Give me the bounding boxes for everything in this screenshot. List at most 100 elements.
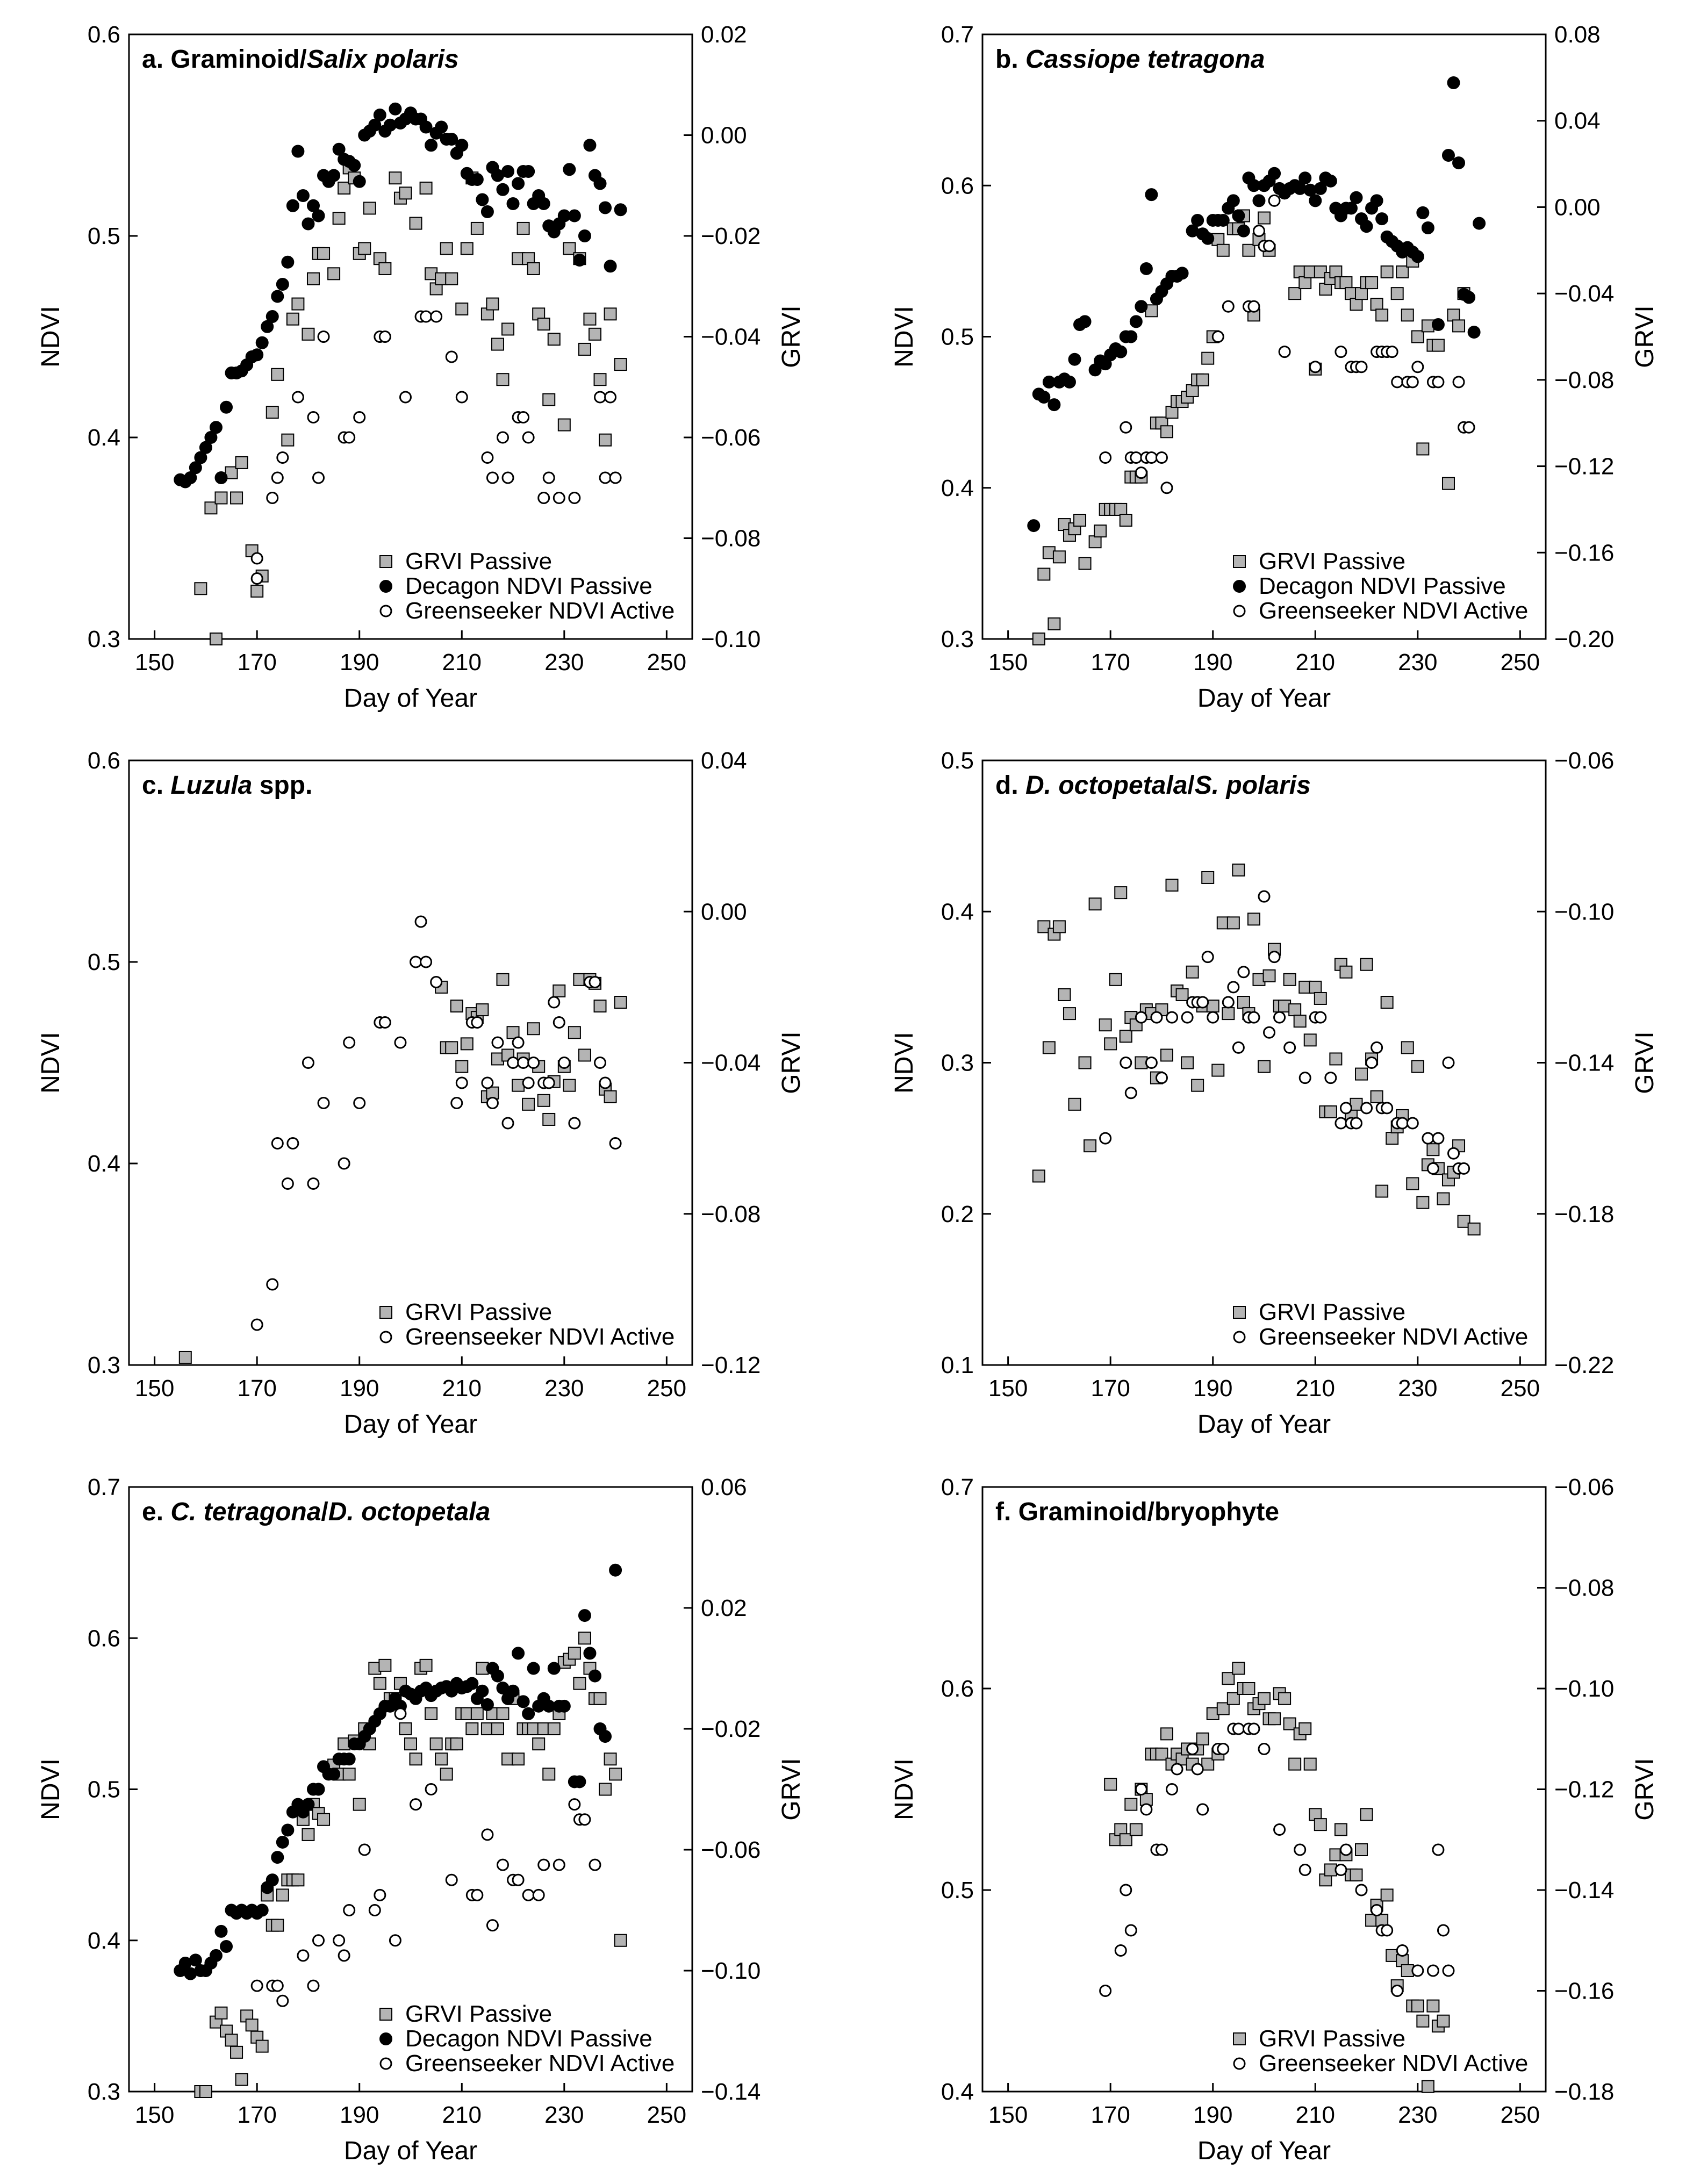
series-open: [250, 310, 622, 585]
data-point: [1329, 265, 1343, 278]
y2-tick-label: −0.12: [1554, 1777, 1614, 1803]
data-point: [517, 411, 530, 423]
data-point: [568, 209, 581, 222]
x-tick-label: 190: [1193, 649, 1232, 676]
y2-tick-label: −0.12: [701, 1352, 761, 1378]
data-point: [542, 1112, 556, 1126]
data-point: [1452, 156, 1466, 170]
data-point: [1339, 276, 1353, 290]
data-point: [1099, 1985, 1112, 1997]
data-point: [1339, 965, 1353, 979]
data-point: [378, 1658, 392, 1672]
data-point: [1129, 315, 1143, 328]
data-point: [250, 1318, 263, 1331]
data-point: [1314, 1818, 1327, 1831]
data-point: [425, 1707, 438, 1720]
data-point: [1406, 1177, 1419, 1190]
data-point: [419, 120, 433, 134]
data-point: [471, 1016, 484, 1029]
data-point: [220, 1940, 233, 1953]
x-tick-label: 210: [442, 2102, 482, 2128]
data-point: [1222, 1672, 1235, 1685]
data-point: [1371, 1904, 1383, 1916]
data-point: [1247, 913, 1260, 926]
data-point: [1324, 1105, 1337, 1118]
data-point: [194, 451, 207, 464]
y2-tick-label: −0.18: [1554, 1201, 1614, 1227]
panel-title-part: S. polaris: [1195, 771, 1311, 800]
data-point: [209, 421, 223, 434]
x-tick-label: 190: [1193, 2102, 1232, 2128]
data-point: [1175, 267, 1189, 280]
data-point: [214, 2006, 228, 2020]
legend-marker: [1233, 2057, 1246, 2070]
data-point: [1462, 421, 1475, 434]
data-point: [1114, 502, 1128, 516]
y-tick-label: 0.7: [941, 21, 974, 48]
data-point: [455, 1060, 469, 1073]
panel-title: d. D. octopetala/S. polaris: [995, 771, 1311, 800]
data-point: [1381, 1924, 1394, 1937]
data-point: [353, 1798, 366, 1811]
data-point: [1048, 398, 1061, 412]
data-point: [440, 1768, 453, 1781]
data-point: [409, 217, 422, 230]
data-point: [394, 1707, 407, 1720]
legend-marker: [1233, 1331, 1246, 1344]
y-axis-label: NDVI: [37, 1032, 65, 1094]
data-point: [378, 1016, 391, 1029]
y2-tick-label: −0.18: [1554, 2079, 1614, 2105]
data-point: [281, 1177, 294, 1190]
data-point: [1334, 1823, 1347, 1836]
y-tick-label: 0.4: [88, 1151, 120, 1177]
data-point: [250, 584, 264, 598]
data-point: [1411, 1999, 1424, 2013]
data-point: [563, 1079, 576, 1092]
data-point: [1452, 376, 1465, 389]
data-point: [1426, 1162, 1439, 1175]
data-point: [353, 175, 366, 188]
data-point: [1283, 1041, 1296, 1054]
x-tick-label: 230: [1398, 1375, 1437, 1402]
data-point: [389, 171, 402, 185]
data-point: [1467, 1222, 1481, 1235]
data-point: [1211, 1064, 1225, 1077]
y-axis-label: NDVI: [37, 1758, 65, 1820]
data-point: [1273, 1823, 1286, 1836]
data-point: [373, 109, 386, 121]
x-axis-label: Day of Year: [1197, 1410, 1331, 1439]
data-point: [1262, 969, 1276, 982]
data-point: [1232, 1662, 1245, 1675]
data-point: [286, 312, 299, 326]
data-point: [1447, 1147, 1460, 1160]
data-point: [1120, 1057, 1132, 1069]
data-point: [1380, 265, 1394, 278]
x-tick-label: 230: [544, 2102, 584, 2128]
data-point: [583, 1647, 597, 1660]
data-point: [1437, 2014, 1450, 2028]
data-point: [1109, 973, 1122, 986]
data-point: [1406, 1117, 1419, 1130]
data-point: [296, 189, 310, 202]
data-point: [1268, 951, 1281, 964]
data-point: [1135, 1783, 1147, 1795]
data-point: [343, 1036, 356, 1049]
data-point: [1068, 1097, 1081, 1111]
data-point: [1355, 1843, 1368, 1856]
panel-title-part: Salix polaris: [307, 45, 459, 74]
panel-title-prefix: f.: [995, 1498, 1018, 1526]
data-point: [1467, 326, 1481, 339]
data-point: [317, 247, 331, 260]
data-point: [209, 633, 223, 645]
data-point: [1120, 1884, 1132, 1896]
data-point: [1222, 1007, 1235, 1021]
data-point: [542, 393, 556, 406]
data-point: [1124, 1087, 1137, 1100]
data-point: [522, 1076, 535, 1089]
data-point: [599, 471, 612, 484]
y-axis-label: NDVI: [890, 306, 919, 368]
data-point: [1268, 167, 1281, 180]
data-point: [358, 242, 371, 255]
data-point: [1099, 451, 1112, 464]
